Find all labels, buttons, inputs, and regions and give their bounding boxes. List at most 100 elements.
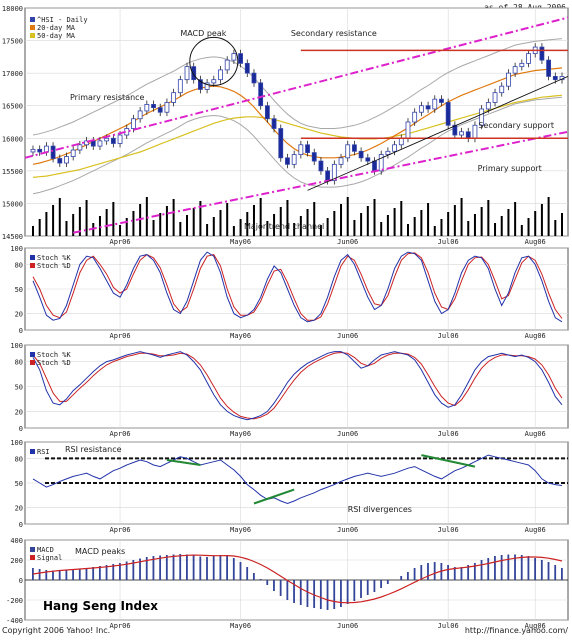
macd-hist-bar (45, 570, 48, 580)
candle-body (479, 108, 485, 126)
price-legend-swatch (30, 17, 35, 22)
macd-hist-bar (373, 580, 376, 592)
macd-hist-bar (159, 555, 162, 580)
annotation-primary-resistance: Primary resistance (70, 93, 145, 102)
stochFast-y-tick-label: 50 (15, 286, 23, 294)
rsi-y-tick-label: 80 (15, 455, 23, 463)
macd-hist-bar (72, 570, 74, 580)
volume-bar (487, 200, 490, 236)
annotation-major-trend-channel: Major trend channel (244, 222, 324, 231)
volume-bar (45, 212, 48, 236)
macd-hist-bar (480, 560, 483, 580)
macd-hist-bar (52, 570, 54, 580)
stoch-slow-legend-swatch (30, 352, 35, 357)
macd-hist-bar (152, 556, 155, 580)
volume-bar (252, 205, 255, 236)
macd-x-tick-label: Jun06 (337, 622, 358, 630)
candle-body (264, 105, 270, 120)
price-legend-label: 50-day MA (37, 32, 76, 40)
candle-body (459, 131, 464, 136)
rsi-x-tick-label: Aug06 (525, 526, 546, 534)
price-y-tick-label: 16000 (2, 135, 23, 143)
volume-bar (299, 216, 302, 236)
macd-x-tick-label: Aug06 (525, 622, 546, 630)
copyright-label: Copyright 2006 Yahoo! Inc. (2, 626, 110, 635)
volume-bar (65, 221, 68, 236)
candle-body (485, 102, 491, 110)
volume-bar (259, 198, 262, 236)
volume-bar (165, 206, 168, 236)
volume-bar (132, 211, 135, 236)
volume-bar (219, 210, 222, 236)
macd-hist-bar (319, 580, 322, 609)
candle-body (418, 105, 424, 113)
macd-hist-bar (406, 572, 409, 580)
price-legend-swatch (30, 25, 35, 30)
macd-hist-bar (547, 562, 550, 580)
candle-body (117, 134, 123, 144)
macd-y-tick-label: 400 (10, 537, 23, 545)
volume-bar (226, 203, 229, 236)
volume-bar (206, 224, 209, 236)
volume-bar (212, 217, 215, 236)
volume-bar (547, 197, 550, 236)
volume-bar (554, 220, 557, 236)
volume-bar (386, 215, 389, 236)
rsi-divergence-line (253, 488, 295, 505)
candle-body (432, 98, 438, 110)
candle-body (50, 145, 56, 159)
macd-hist-bar (453, 567, 456, 580)
candle-body (539, 46, 545, 61)
price-y-tick-label: 18000 (2, 5, 23, 13)
candle-body (184, 66, 190, 81)
volume-bar (373, 199, 376, 236)
volume-bar (473, 214, 476, 236)
annotation-macd-peak: MACD peak (180, 29, 226, 38)
macd-hist-bar (527, 556, 530, 580)
candle-body (311, 152, 317, 162)
macd-hist-bar (420, 565, 423, 580)
rsi-line (32, 454, 563, 505)
candle-body (358, 150, 364, 159)
macd-hist-bar (259, 579, 262, 580)
ma20-line (32, 67, 563, 165)
candle-body (37, 148, 43, 153)
volume-bar (232, 226, 235, 236)
macd-hist-bar (346, 580, 349, 604)
stochSlow-y-tick-label: 0 (19, 425, 23, 433)
candle-body (492, 92, 498, 103)
volume-bar (480, 207, 483, 236)
volume-bar (447, 212, 450, 236)
macd-y-tick-label: 200 (10, 557, 23, 565)
candle-body (204, 82, 210, 90)
volume-bar (112, 202, 115, 236)
macd-hist-bar (219, 555, 222, 580)
candle-body (285, 157, 290, 165)
macd-hist-bar (132, 560, 135, 580)
price-panel: 14500 15000 15500 16000 16500 17000 17500 18000… (2, 5, 569, 246)
price-y-tick-label: 15000 (2, 200, 23, 208)
macd-hist-bar (473, 563, 476, 580)
macd-hist-bar (427, 563, 429, 580)
macd-hist-bar (447, 565, 449, 580)
candle-body (439, 98, 444, 103)
macd-hist-bar (326, 580, 329, 610)
stoch-fast-k-line (32, 251, 563, 323)
candle-body (305, 144, 310, 154)
annotation-macd-peaks: MACD peaks (75, 547, 125, 556)
candle-body (499, 85, 505, 94)
volume-bar (561, 213, 563, 236)
price-y-tick-label: 16500 (2, 103, 23, 111)
macd-hist-bar (313, 580, 316, 608)
macd-hist-bar (38, 569, 41, 580)
macd-hist-bar (299, 580, 302, 605)
candle-body (318, 160, 324, 172)
macd-hist-bar (92, 567, 95, 580)
stochFast-panel: 0 20 50 80 100 Apr06 May06 Jun06 Jul06 Aug06 Stoch… (10, 245, 569, 340)
volume-bar (186, 215, 189, 236)
stoch-fast-legend-label: Stoch %D (37, 262, 71, 270)
volume-bar (366, 206, 369, 236)
candle-body (472, 124, 478, 139)
price-legend-swatch (30, 33, 35, 38)
